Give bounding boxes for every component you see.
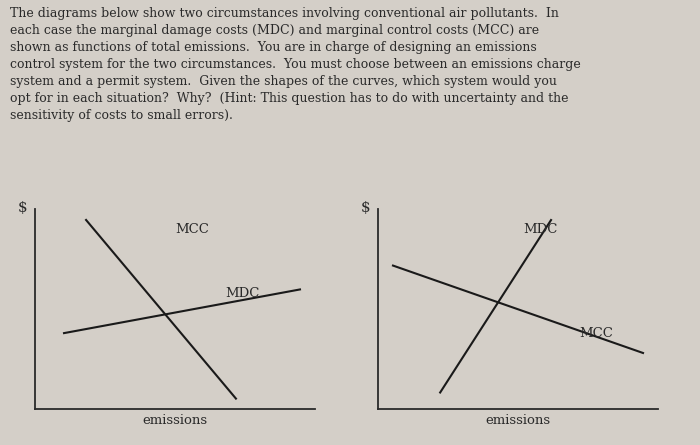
X-axis label: emissions: emissions: [485, 413, 551, 427]
X-axis label: emissions: emissions: [142, 413, 208, 427]
Text: MDC: MDC: [524, 222, 558, 236]
Text: $: $: [361, 201, 371, 215]
Text: MDC: MDC: [225, 287, 260, 300]
Text: MCC: MCC: [175, 222, 209, 236]
Text: MCC: MCC: [580, 327, 613, 340]
Text: $: $: [18, 201, 28, 215]
Text: The diagrams below show two circumstances involving conventional air pollutants.: The diagrams below show two circumstance…: [10, 7, 581, 121]
